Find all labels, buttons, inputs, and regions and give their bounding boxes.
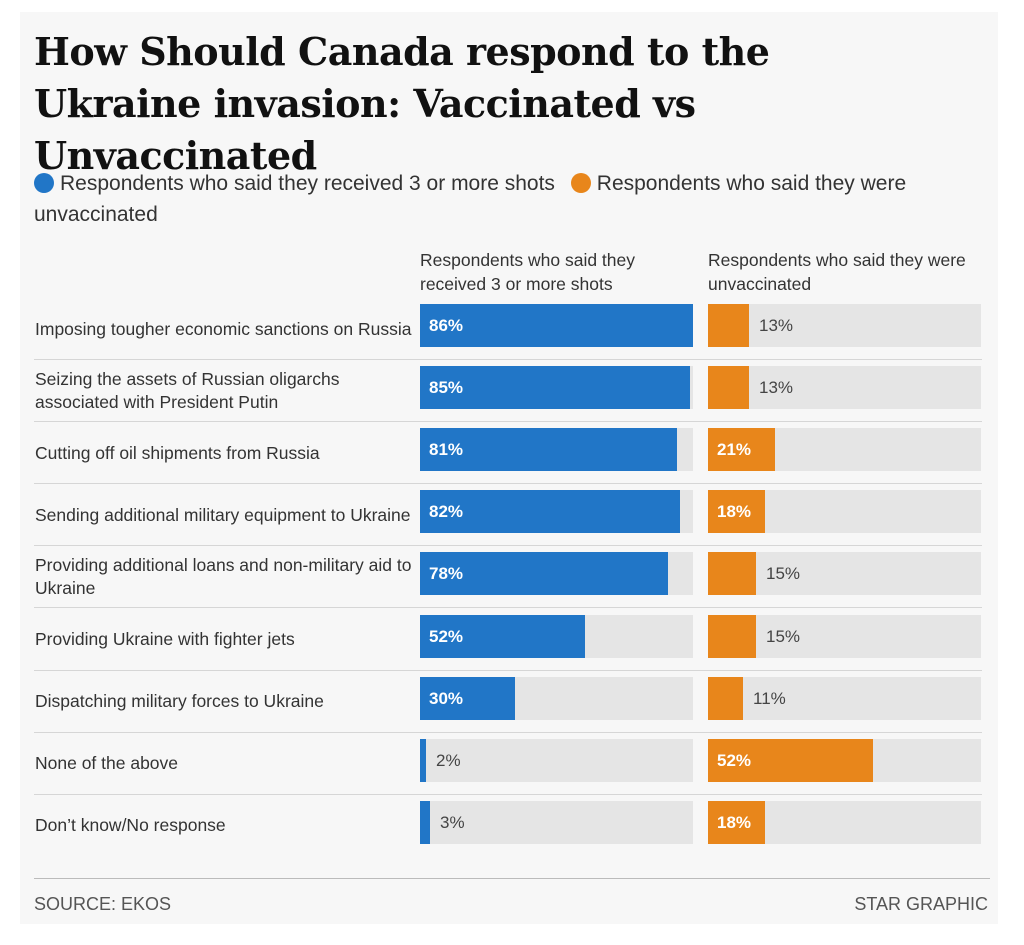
bar-unvaccinated [708, 552, 756, 596]
category-label: Don’t know/No response [35, 815, 226, 836]
legend-label-unvaccinated: Respondents who said they were unvaccina… [34, 172, 907, 226]
bar-track: 15% [708, 614, 981, 658]
category-label: Sending additional military equipment to… [35, 504, 411, 525]
legend-swatch-unvaccinated [570, 173, 591, 193]
bar-track: 82% [420, 490, 693, 534]
bar-track: 18% [708, 490, 981, 534]
chart-row: Don’t know/No response 3% 18% [34, 795, 982, 857]
bar-unvaccinated [708, 366, 749, 410]
bar-track: 30% [420, 676, 693, 720]
bar-unvaccinated [708, 800, 765, 844]
chart-title: How Should Canada respond to the Ukraine… [34, 29, 770, 178]
legend-item-vaccinated: Respondents who said they received 3 or … [34, 172, 555, 195]
bar-track: 81% [420, 428, 693, 472]
bar-track: 13% [708, 304, 981, 347]
category-label: Dispatching military forces to Ukraine [35, 691, 324, 712]
chart-row: Seizing the assets of Russian oligarchs … [34, 360, 982, 423]
data-label: 78% [429, 564, 464, 584]
bar-vaccinated [420, 614, 585, 658]
category-label: Seizing the assets of Russian oligarchs … [35, 369, 340, 413]
bar-vaccinated [420, 800, 430, 844]
row-divider [34, 421, 982, 423]
data-label: 85% [429, 378, 464, 398]
data-label: 86% [429, 316, 464, 335]
bar-unvaccinated [708, 304, 749, 347]
data-label: 13% [759, 378, 794, 398]
data-label: 81% [429, 440, 464, 460]
bar-vaccinated [420, 490, 680, 534]
bar-vaccinated [420, 676, 515, 720]
category-label: None of the above [35, 753, 179, 774]
chart-row: Sending additional military equipment to… [34, 484, 982, 547]
bar-track: 21% [708, 428, 981, 472]
data-label: 21% [717, 440, 752, 460]
row-divider [34, 545, 982, 547]
category-label: Providing additional loans and non-milit… [35, 555, 412, 599]
data-label: 3% [440, 812, 465, 832]
bar-unvaccinated [708, 676, 743, 720]
bar-track: 86% [420, 304, 693, 347]
bar-vaccinated [420, 738, 426, 782]
bar-vaccinated [420, 366, 690, 410]
legend: Respondents who said they received 3 or … [34, 168, 974, 230]
data-label: 15% [766, 626, 801, 646]
data-label: 52% [717, 750, 752, 770]
chart-row: Providing Ukraine with fighter jets 52% 15… [34, 609, 982, 671]
bar-track: 13% [708, 366, 981, 410]
bar-unvaccinated [708, 490, 765, 534]
data-label: 15% [766, 564, 801, 584]
graphic-credit: STAR GRAPHIC [854, 894, 988, 914]
data-label: 13% [759, 316, 794, 335]
chart-row: None of the above 2% 52% [34, 733, 982, 795]
legend-label-vaccinated: Respondents who said they received 3 or … [60, 172, 555, 195]
data-label: 2% [436, 750, 461, 770]
chart-row: Cutting off oil shipments from Russia 81%… [34, 422, 982, 485]
data-label: 82% [429, 502, 464, 522]
bar-vaccinated [420, 304, 693, 347]
legend-item-unvaccinated: Respondents who said they were unvaccina… [34, 172, 906, 226]
data-label: 18% [717, 502, 752, 522]
bar-unvaccinated [708, 614, 756, 658]
bar-vaccinated [420, 428, 677, 472]
bar-track: 52% [420, 614, 693, 658]
footer-divider [34, 878, 990, 879]
chart-row: Imposing tougher economic sanctions on R… [34, 298, 982, 360]
row-divider [34, 359, 982, 360]
bar-track: 18% [708, 800, 981, 844]
column-header-unvaccinated: Respondents who said they were unvaccina… [708, 250, 966, 294]
source-note: SOURCE: EKOS [34, 894, 172, 914]
row-divider [34, 483, 982, 485]
data-label: 30% [429, 688, 464, 708]
row-divider [34, 731, 982, 733]
bar-track: 2% [420, 738, 693, 782]
row-divider [34, 607, 982, 609]
category-label: Imposing tougher economic sanctions on R… [35, 318, 412, 339]
row-divider [34, 793, 982, 795]
data-label: 18% [717, 812, 752, 832]
row-divider [34, 669, 982, 671]
bar-track: 11% [708, 676, 981, 720]
category-label: Providing Ukraine with fighter jets [35, 629, 295, 649]
bar-track: 15% [708, 552, 981, 596]
data-label: 11% [753, 688, 786, 708]
chart-card: How Should Canada respond to the Ukraine… [20, 12, 998, 924]
bar-track: 52% [708, 738, 981, 782]
bar-track: 3% [420, 800, 693, 844]
category-label: Cutting off oil shipments from Russia [35, 442, 320, 463]
chart-row: Dispatching military forces to Ukraine 30… [34, 671, 982, 733]
bar-vaccinated [420, 552, 668, 596]
data-label: 52% [429, 626, 464, 646]
chart-row: Providing additional loans and non-milit… [34, 546, 982, 609]
column-header-vaccinated: Respondents who said they received 3 or … [420, 250, 635, 294]
bar-unvaccinated [708, 428, 775, 472]
bar-track: 85% [420, 366, 693, 410]
legend-swatch-vaccinated [34, 173, 54, 193]
bar-track: 78% [420, 552, 693, 596]
bar-unvaccinated [708, 738, 873, 782]
